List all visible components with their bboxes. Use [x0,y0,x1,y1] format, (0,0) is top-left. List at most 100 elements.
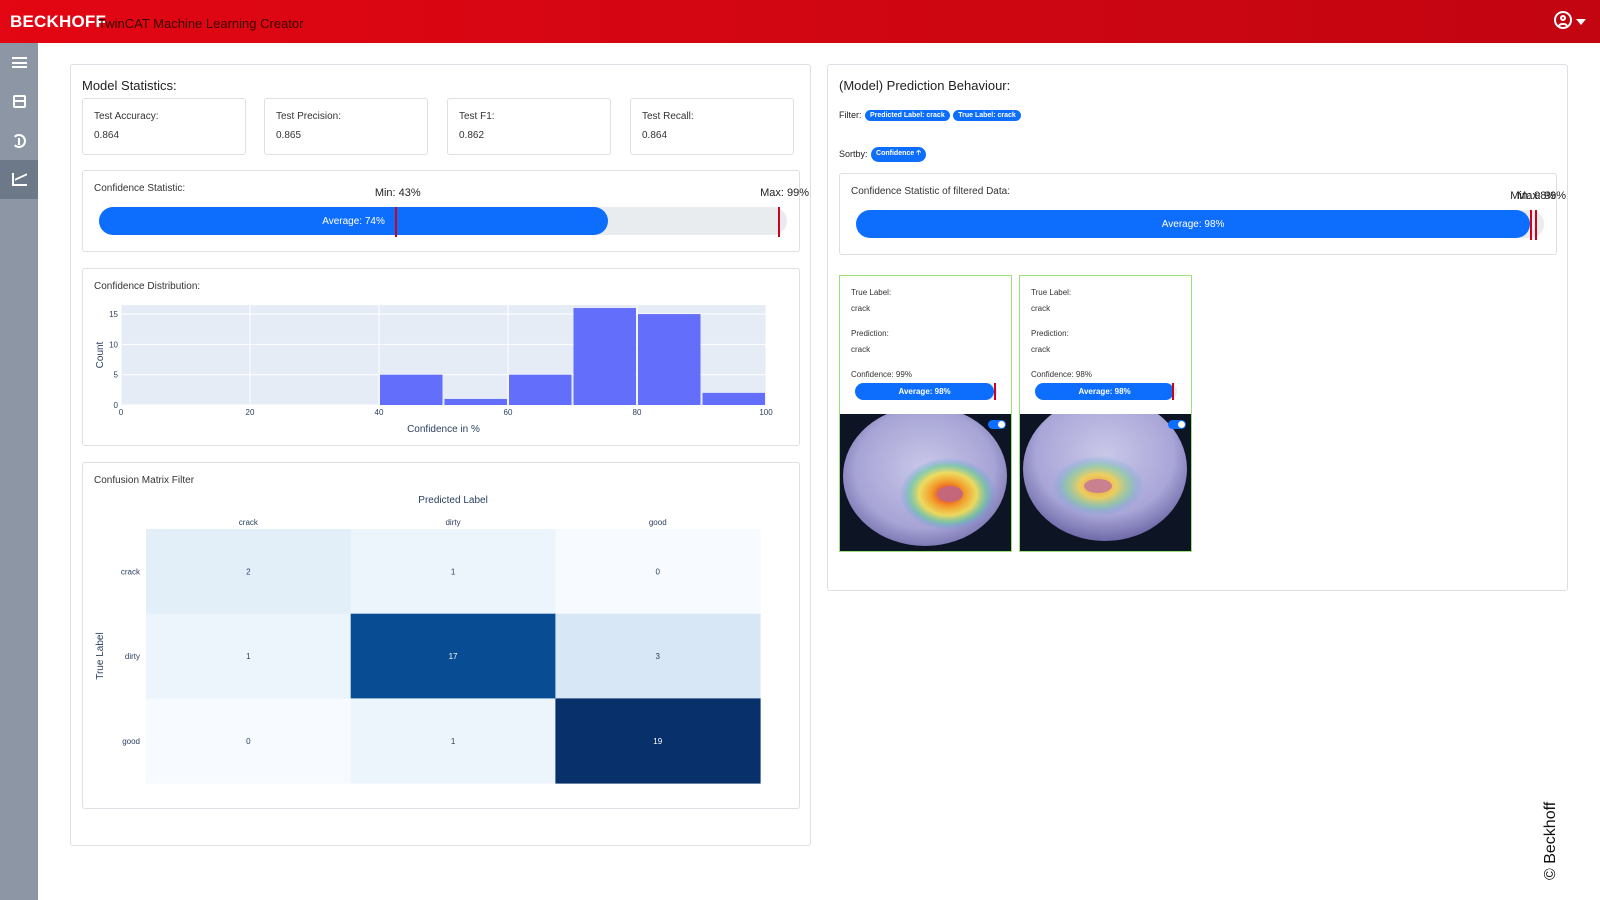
histogram-bar[interactable] [444,398,508,405]
egg-heatmap-image [1023,397,1187,541]
card-confidence-marker [1172,383,1175,400]
sidebar [0,43,38,900]
sidebar-item-panel[interactable] [0,82,38,121]
chart-icon [11,173,27,186]
stat-card-precision: Test Precision: 0.865 [264,98,428,155]
stat-card-accuracy: Test Accuracy: 0.864 [82,98,246,155]
histogram-bar[interactable] [573,308,637,405]
histogram-bar[interactable] [702,392,766,405]
average-label: Average: 98% [1078,387,1131,396]
overlay-toggle[interactable] [1168,420,1186,429]
confusion-label: Confusion Matrix Filter [94,475,195,486]
prediction-card[interactable]: True Label: crack Prediction: crack Conf… [839,275,1012,552]
y-tick-label: crack [121,567,141,576]
confidence-bar-track: Average: 74% [99,207,787,237]
matrix-cell[interactable] [555,529,761,615]
filtered-confidence-average-bar: Average: 98% [856,210,1531,238]
panel-title: (Model) Prediction Behaviour: [839,78,1011,93]
y-tick-label: 10 [109,340,118,349]
stat-label: Test F1: [459,111,495,122]
average-label: Average: 98% [1161,218,1225,230]
filter-label: Filter: [839,110,862,120]
matrix-cell[interactable] [146,613,352,699]
confusion-matrix-card: Confusion Matrix Filter Predicted Label c… [82,462,800,809]
panel-title: Model Statistics: [82,78,177,93]
sidebar-item-analytics[interactable] [0,160,38,199]
stat-value: 0.862 [459,130,485,141]
max-marker [1535,210,1538,240]
matrix-cell[interactable] [555,613,761,699]
panel-icon [12,95,26,108]
prediction-title: Prediction: [851,329,889,338]
confusion-matrix-heatmap[interactable]: Predicted Label crack dirty good crack dirty g… [83,463,801,810]
sort-chip-confidence[interactable]: Confidence 🡡 [871,147,927,162]
stat-value: 0.864 [642,130,668,141]
overlay-toggle[interactable] [988,420,1006,429]
histogram-bar[interactable] [509,374,572,405]
confidence-histogram: 0 5 10 15 0 20 40 60 80 100 Confidence in % Count [95,305,773,435]
sort-bar: Sortby: Confidence 🡡 [839,147,927,162]
chevron-down-icon[interactable] [1576,19,1586,25]
x-tick-label: 40 [375,408,384,417]
x-tick-label: crack [239,518,259,527]
sort-label: Sortby: [839,148,868,159]
stat-label: Test Recall: [642,111,694,122]
x-tick-label: 100 [759,408,773,417]
egg-heatmap-image [843,406,1007,546]
average-label: Average: 98% [898,387,951,396]
y-axis-label: Count [95,341,106,368]
confidence-text: Confidence: 98% [1031,370,1092,379]
matrix-cell[interactable] [350,613,556,699]
matrix-cell[interactable] [146,698,352,784]
brand-logo: BECKHOFF [10,12,107,31]
prediction-behaviour-panel: (Model) Prediction Behaviour: Filter: Pr… [827,64,1568,591]
matrix-cell[interactable] [555,698,761,784]
min-label: Min: 98% [1510,190,1557,202]
max-label: Max: 99% [1517,190,1567,202]
y-tick-label: good [122,737,140,746]
min-marker [394,207,397,237]
stat-value: 0.864 [94,130,120,141]
sidebar-item-cycle[interactable] [0,121,38,160]
stat-card-recall: Test Recall: 0.864 [630,98,794,155]
arrow-up-icon: 🡡 [916,150,922,157]
copyright-notice: © Beckhoff [1542,801,1559,880]
max-label: Max: 99% [760,187,810,199]
stat-value: 0.865 [276,130,302,141]
x-tick-label: good [649,518,667,527]
x-axis-label: Confidence in % [407,424,480,435]
y-tick-label: 0 [114,401,119,410]
histogram-bar[interactable] [638,314,701,405]
filter-chip-true[interactable]: True Label: crack [953,110,1021,122]
app-title: TwinCAT Machine Learning Creator [98,16,304,31]
x-tick-label: 20 [246,408,255,417]
cell-value: 3 [656,652,661,661]
matrix-cell[interactable] [146,529,352,615]
user-menu[interactable] [1554,11,1586,29]
cell-value: 0 [246,737,251,746]
menu-icon [11,57,27,68]
confidence-distribution-card: Confidence Distribution: 0 5 10 15 0 20 40 60 80… [82,268,800,446]
y-axis-label: True Label [95,632,106,679]
filter-bar: Filter: Predicted Label: crack True Labe… [839,110,1021,122]
y-tick-label: 15 [109,310,118,319]
cell-value: 1 [451,567,456,576]
sidebar-item-menu[interactable] [0,43,38,82]
prediction-value: crack [1031,345,1051,354]
user-circle-icon[interactable] [1554,11,1572,29]
stat-label: Test Precision: [276,111,342,122]
confidence-label: Confidence Statistic: [94,183,186,194]
matrix-cell[interactable] [350,529,556,615]
prediction-card[interactable]: True Label: crack Prediction: crack Conf… [1019,275,1192,552]
card-confidence-track: Average: 98% [1035,383,1177,400]
matrix-cell[interactable] [350,698,556,784]
true-label-title: True Label: [1031,288,1072,297]
cell-value: 2 [246,567,251,576]
x-axis-label: Predicted Label [418,495,488,506]
filter-chip-predicted[interactable]: Predicted Label: crack [865,110,950,122]
stat-label: Test Accuracy: [94,111,159,122]
cycle-icon [12,133,26,148]
confidence-text: Confidence: 99% [851,370,912,379]
histogram-bar[interactable] [380,374,443,405]
true-label-value: crack [851,304,871,313]
